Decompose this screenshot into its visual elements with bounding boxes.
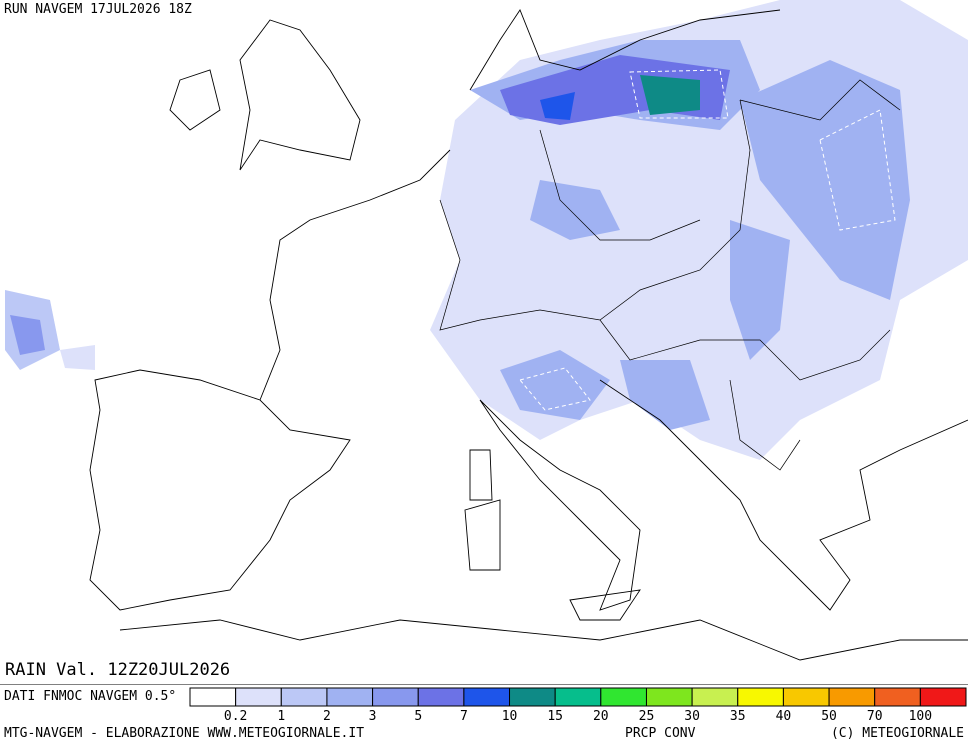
legend-swatch bbox=[691, 687, 739, 707]
legend-swatch bbox=[600, 687, 647, 707]
legend-swatch bbox=[782, 687, 830, 707]
legend-swatch bbox=[828, 687, 876, 707]
valid-time: RAIN Val. 12Z20JUL2026 bbox=[5, 660, 230, 680]
precipitation-field bbox=[5, 0, 968, 460]
legend-swatch bbox=[280, 687, 328, 707]
legend-label: 0.2 bbox=[224, 709, 247, 724]
legend-label: 20 bbox=[593, 709, 609, 724]
legend-label: 50 bbox=[821, 709, 837, 724]
legend-label: 2 bbox=[323, 709, 331, 724]
footer-center: PRCP CONV bbox=[625, 726, 696, 741]
run-label: RUN NAVGEM 17JUL2026 18Z bbox=[4, 2, 192, 17]
legend-swatch bbox=[874, 687, 921, 707]
legend-swatch bbox=[463, 687, 511, 707]
source-label: DATI FNMOC NAVGEM 0.5° bbox=[4, 689, 176, 704]
legend-swatch bbox=[189, 687, 237, 707]
legend-swatch bbox=[645, 687, 693, 707]
legend-swatch bbox=[417, 687, 465, 707]
legend-swatch bbox=[509, 687, 556, 707]
legend-swatch bbox=[554, 687, 602, 707]
legend-label: 40 bbox=[776, 709, 792, 724]
borders bbox=[439, 79, 901, 471]
legend-label: 70 bbox=[867, 709, 883, 724]
legend-label: 5 bbox=[414, 709, 422, 724]
color-legend: 0.2 1 2 3 5 7 10 15 20 25 30 35 40 50 70 100 bbox=[189, 687, 967, 724]
legend-label: 1 bbox=[277, 709, 285, 724]
legend-swatch bbox=[372, 687, 419, 707]
coastlines bbox=[89, 9, 968, 661]
legend-swatch bbox=[235, 687, 282, 707]
legend-swatch bbox=[326, 687, 374, 707]
legend-label: 7 bbox=[460, 709, 468, 724]
legend-label: 3 bbox=[369, 709, 377, 724]
legend-label: 15 bbox=[547, 709, 563, 724]
footer-left: MTG-NAVGEM - ELABORAZIONE WWW.METEOGIORN… bbox=[4, 726, 364, 741]
legend-swatch bbox=[919, 687, 967, 707]
legend-label: 25 bbox=[639, 709, 655, 724]
legend-label: 35 bbox=[730, 709, 746, 724]
legend-label: 100 bbox=[909, 709, 932, 724]
footer-right: (C) METEOGIORNALE bbox=[831, 726, 964, 741]
legend-label: 30 bbox=[684, 709, 700, 724]
legend-swatch bbox=[737, 687, 784, 707]
legend-label: 10 bbox=[502, 709, 518, 724]
